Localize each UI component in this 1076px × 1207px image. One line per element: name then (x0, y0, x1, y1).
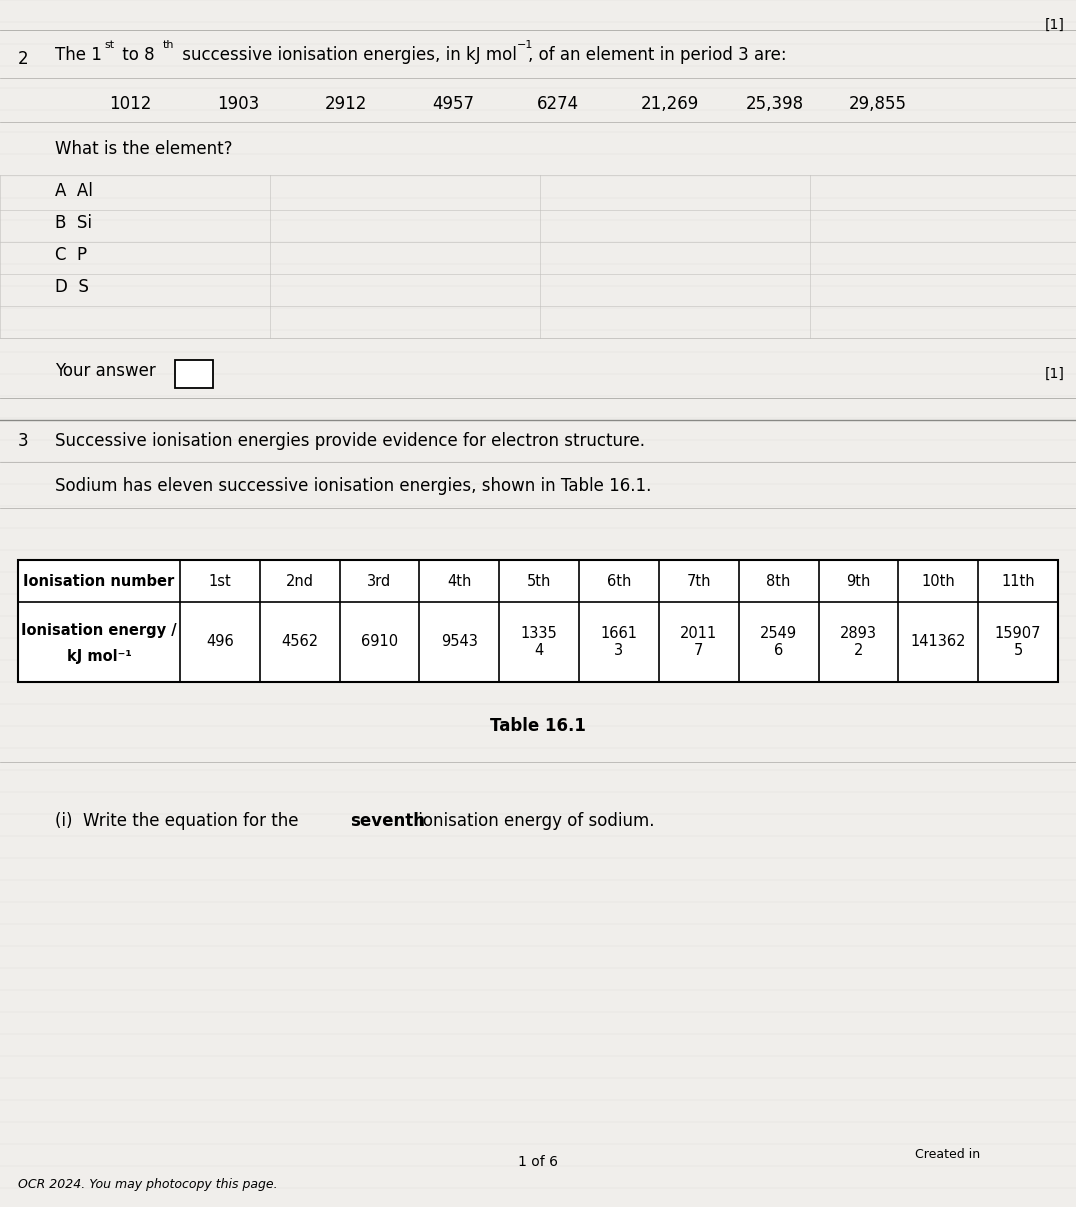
Text: 15907
5: 15907 5 (995, 625, 1042, 658)
Text: 141362: 141362 (910, 635, 966, 649)
Text: Successive ionisation energies provide evidence for electron structure.: Successive ionisation energies provide e… (55, 432, 645, 450)
Text: 3: 3 (18, 432, 29, 450)
Text: 6th: 6th (607, 573, 632, 589)
Text: 1 of 6: 1 of 6 (518, 1155, 558, 1170)
Text: Created in: Created in (915, 1148, 980, 1161)
Text: 3rd: 3rd (367, 573, 392, 589)
Text: 2nd: 2nd (286, 573, 314, 589)
Text: st: st (104, 40, 114, 49)
Text: 11th: 11th (1002, 573, 1035, 589)
Text: 2912: 2912 (325, 95, 367, 113)
Text: 2011
7: 2011 7 (680, 625, 718, 658)
Text: (i)  Write the equation for the: (i) Write the equation for the (55, 812, 303, 830)
Text: 4957: 4957 (431, 95, 475, 113)
Text: 6274: 6274 (537, 95, 579, 113)
Text: Ionisation number: Ionisation number (24, 573, 174, 589)
Text: kJ mol⁻¹: kJ mol⁻¹ (67, 648, 131, 664)
Text: 1st: 1st (209, 573, 231, 589)
Text: A  Al: A Al (55, 182, 93, 200)
Text: B  Si: B Si (55, 214, 93, 232)
Text: th: th (162, 40, 174, 49)
Text: , of an element in period 3 are:: , of an element in period 3 are: (528, 46, 787, 64)
Text: C  P: C P (55, 246, 87, 264)
Text: 1012: 1012 (109, 95, 152, 113)
Text: 9th: 9th (846, 573, 870, 589)
Text: successive ionisation energies, in kJ mol: successive ionisation energies, in kJ mo… (176, 46, 516, 64)
Text: 1903: 1903 (217, 95, 259, 113)
Text: 4562: 4562 (281, 635, 318, 649)
Text: 2549
6: 2549 6 (760, 625, 797, 658)
Text: 1661
3: 1661 3 (600, 625, 637, 658)
Text: 2893
2: 2893 2 (840, 625, 877, 658)
Text: Table 16.1: Table 16.1 (490, 717, 586, 735)
Text: 25,398: 25,398 (746, 95, 804, 113)
Text: 4th: 4th (448, 573, 471, 589)
Text: Ionisation energy /: Ionisation energy / (22, 623, 176, 637)
Text: OCR 2024. You may photocopy this page.: OCR 2024. You may photocopy this page. (18, 1178, 278, 1191)
Text: 6910: 6910 (360, 635, 398, 649)
Text: seventh: seventh (350, 812, 425, 830)
Text: [1]: [1] (1045, 18, 1065, 33)
Text: 8th: 8th (766, 573, 791, 589)
Text: −1: −1 (516, 40, 534, 49)
Text: 1335
4: 1335 4 (521, 625, 557, 658)
Text: What is the element?: What is the element? (55, 140, 232, 158)
Text: Sodium has eleven successive ionisation energies, shown in Table 16.1.: Sodium has eleven successive ionisation … (55, 477, 651, 495)
Text: ionisation energy of sodium.: ionisation energy of sodium. (413, 812, 654, 830)
Text: The 1: The 1 (55, 46, 102, 64)
Text: 496: 496 (206, 635, 233, 649)
Text: 7th: 7th (686, 573, 711, 589)
Text: [1]: [1] (1045, 367, 1065, 381)
Text: 2: 2 (18, 49, 29, 68)
Text: D  S: D S (55, 278, 89, 296)
Text: Your answer: Your answer (55, 362, 156, 380)
Text: 29,855: 29,855 (849, 95, 907, 113)
Text: 10th: 10th (921, 573, 955, 589)
Text: 5th: 5th (527, 573, 551, 589)
Text: 21,269: 21,269 (641, 95, 699, 113)
Bar (175, 360, 213, 387)
Text: 9543: 9543 (441, 635, 478, 649)
Text: to 8: to 8 (117, 46, 155, 64)
Bar (18, 560, 1058, 682)
